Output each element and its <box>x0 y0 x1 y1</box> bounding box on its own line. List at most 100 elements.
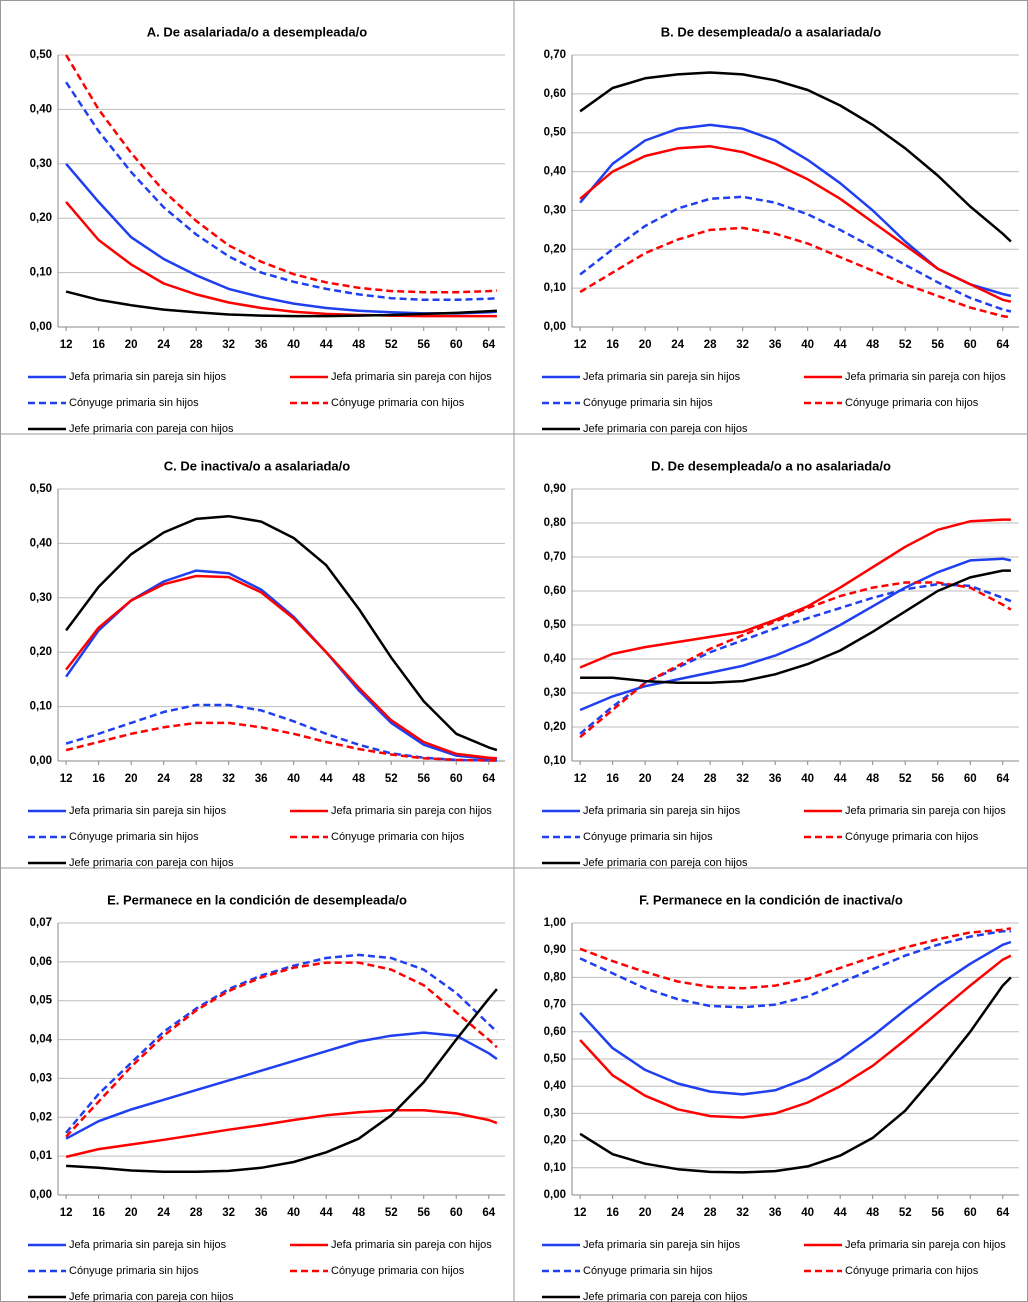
y-tick-label: 0,00 <box>544 321 566 333</box>
x-tick-label: 52 <box>899 773 912 785</box>
x-tick-label: 20 <box>639 773 652 785</box>
y-tick-label: 0,20 <box>30 646 52 658</box>
legend-label: Jefe primaria con pareja con hijos <box>583 1291 748 1302</box>
legend-label: Jefa primaria sin pareja sin hijos <box>69 371 227 383</box>
x-tick-label: 44 <box>320 773 333 785</box>
x-tick-label: 48 <box>352 339 365 351</box>
series-line <box>65 721 497 762</box>
series-line <box>65 201 497 318</box>
x-tick-label: 60 <box>450 339 463 351</box>
x-tick-label: 60 <box>964 339 977 351</box>
y-tick-label: 0,40 <box>544 166 566 178</box>
y-tick-label: 0,10 <box>544 755 566 767</box>
x-tick-label: 40 <box>801 773 814 785</box>
legend-label: Cónyuge primaria sin hijos <box>583 831 713 843</box>
y-tick-label: 0,70 <box>544 49 566 61</box>
series-line <box>579 71 1012 243</box>
y-tick-label: 1,00 <box>544 917 566 929</box>
series-line <box>579 927 1012 990</box>
y-tick-label: 0,10 <box>544 1162 566 1174</box>
legend-label: Cónyuge primaria con hijos <box>845 397 979 409</box>
x-tick-label: 44 <box>320 339 333 351</box>
x-tick-label: 28 <box>704 339 717 351</box>
series-line <box>66 988 498 1173</box>
y-tick-label: 0,60 <box>544 88 566 100</box>
chart-title: E. Permanece en la condición de desemple… <box>107 892 407 907</box>
x-tick-label: 40 <box>801 1207 814 1219</box>
y-tick-label: 0,40 <box>30 103 52 115</box>
x-tick-label: 24 <box>157 339 170 351</box>
x-tick-label: 12 <box>60 773 73 785</box>
legend-label: Jefa primaria sin pareja con hijos <box>845 371 1006 383</box>
series-line <box>579 940 1012 1096</box>
y-tick-label: 0,30 <box>544 1107 566 1119</box>
x-tick-label: 60 <box>450 773 463 785</box>
x-tick-label: 28 <box>704 773 717 785</box>
series-line <box>579 145 1012 303</box>
x-tick-label: 36 <box>255 773 268 785</box>
y-tick-label: 0,90 <box>544 483 566 495</box>
x-tick-label: 32 <box>222 339 235 351</box>
x-tick-label: 44 <box>834 339 847 351</box>
y-tick-label: 0,10 <box>544 282 566 294</box>
x-tick-label: 52 <box>899 339 912 351</box>
x-tick-label: 56 <box>931 773 944 785</box>
y-tick-label: 0,30 <box>544 204 566 216</box>
series-line <box>65 961 498 1138</box>
legend-label: Jefa primaria sin pareja con hijos <box>845 1239 1006 1251</box>
x-tick-label: 24 <box>671 1207 684 1219</box>
series-line <box>65 703 497 762</box>
x-tick-label: 64 <box>996 339 1009 351</box>
legend-label: Jefe primaria con pareja con hijos <box>69 423 234 435</box>
x-tick-label: 64 <box>482 773 495 785</box>
x-tick-label: 56 <box>417 1207 430 1219</box>
y-tick-label: 0,50 <box>544 1053 566 1065</box>
x-tick-label: 36 <box>255 1207 268 1219</box>
legend-label: Jefe primaria con pareja con hijos <box>583 857 748 869</box>
x-tick-label: 20 <box>639 1207 652 1219</box>
series-line <box>65 1109 498 1159</box>
y-tick-label: 0,40 <box>544 653 566 665</box>
legend-label: Cónyuge primaria con hijos <box>845 1265 979 1277</box>
y-tick-label: 0,20 <box>544 721 566 733</box>
x-tick-label: 20 <box>125 1207 138 1219</box>
legend-label: Jefa primaria sin pareja sin hijos <box>583 1239 741 1251</box>
x-tick-label: 28 <box>704 1207 717 1219</box>
x-tick-label: 32 <box>736 1207 749 1219</box>
x-tick-label: 32 <box>222 773 235 785</box>
x-tick-label: 44 <box>834 1207 847 1219</box>
legend-label: Jefa primaria sin pareja con hijos <box>331 371 492 383</box>
y-tick-label: 0,03 <box>30 1072 52 1084</box>
y-tick-label: 0,20 <box>544 243 566 255</box>
y-tick-label: 0,70 <box>544 551 566 563</box>
legend-label: Jefa primaria sin pareja sin hijos <box>583 805 741 817</box>
x-tick-label: 20 <box>125 339 138 351</box>
y-tick-label: 0,30 <box>544 687 566 699</box>
x-tick-label: 36 <box>769 1207 782 1219</box>
legend-label: Cónyuge primaria con hijos <box>331 1265 465 1277</box>
x-tick-label: 52 <box>899 1207 912 1219</box>
y-tick-label: 0,00 <box>544 1189 566 1201</box>
x-tick-label: 28 <box>190 339 203 351</box>
chart-title: B. De desempleada/o a asalariada/o <box>661 24 881 39</box>
x-tick-label: 32 <box>736 339 749 351</box>
y-tick-label: 0,50 <box>30 49 52 61</box>
x-tick-label: 16 <box>92 773 105 785</box>
legend-label: Jefa primaria sin pareja con hijos <box>845 805 1006 817</box>
x-tick-label: 12 <box>574 773 587 785</box>
x-tick-label: 12 <box>60 1207 73 1219</box>
legend-label: Cónyuge primaria con hijos <box>331 831 465 843</box>
x-tick-label: 24 <box>157 773 170 785</box>
x-tick-label: 20 <box>639 339 652 351</box>
series-line <box>65 574 497 760</box>
x-tick-label: 52 <box>385 339 398 351</box>
x-tick-label: 40 <box>801 339 814 351</box>
y-tick-label: 0,10 <box>30 701 52 713</box>
y-tick-label: 0,50 <box>30 483 52 495</box>
y-tick-label: 0,20 <box>30 212 52 224</box>
y-tick-label: 0,10 <box>30 267 52 279</box>
y-tick-label: 0,05 <box>30 995 53 1007</box>
x-tick-label: 60 <box>964 1207 977 1219</box>
x-tick-label: 16 <box>92 339 105 351</box>
series-line <box>579 581 1012 739</box>
